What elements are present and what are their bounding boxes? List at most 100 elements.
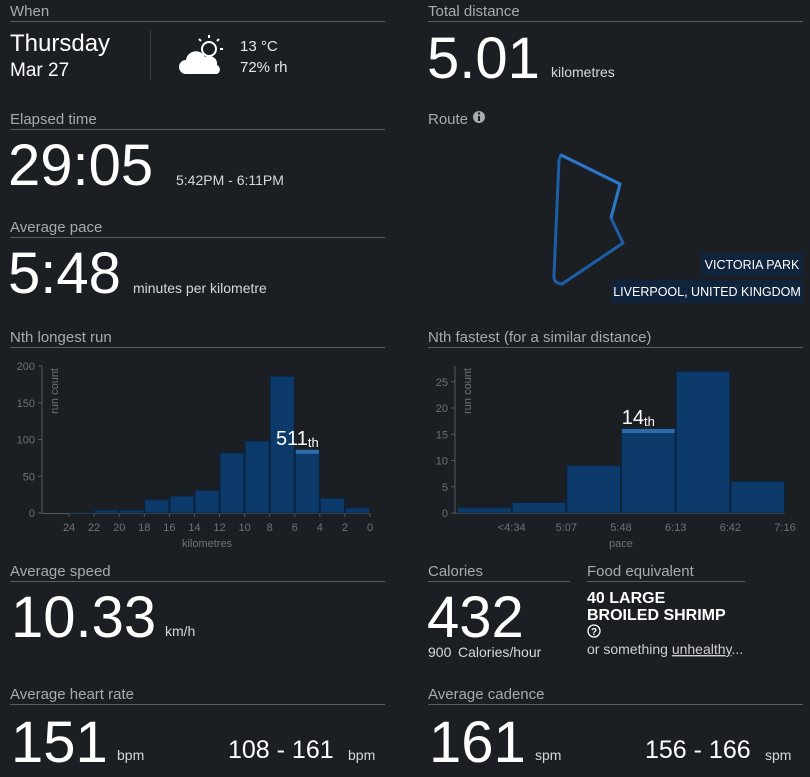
calories-value: 432 — [427, 585, 524, 650]
x-tick-label: <4:34 — [498, 522, 526, 534]
x-tick-label: 22 — [88, 522, 100, 534]
note-ellipsis: ... — [732, 641, 744, 657]
x-tick-label: 16 — [163, 522, 175, 534]
calorie-rate-unit: Calories/hour — [458, 644, 542, 660]
x-tick-label: 12 — [213, 522, 225, 534]
rank-number: 511 — [276, 428, 308, 450]
rank-annotation: 511th — [276, 428, 319, 450]
food-note: or something unhealthy... — [587, 641, 743, 657]
x-tick-label: 6:13 — [665, 522, 686, 534]
bar — [621, 428, 676, 514]
x-tick-label: 10 — [238, 522, 250, 534]
y-tick-label: 50 — [23, 471, 35, 483]
bar — [566, 465, 621, 514]
y-tick-label: 5 — [442, 482, 448, 494]
section-label: Food equivalent — [587, 563, 695, 580]
x-tick-label: 20 — [113, 522, 125, 534]
cadence-unit: spm — [535, 747, 561, 763]
rank-suffix: th — [644, 414, 655, 429]
x-tick-label: 8 — [267, 522, 273, 534]
region: LIVERPOOL, UNITED KINGDOM — [613, 285, 801, 299]
y-tick-label: 100 — [17, 435, 35, 447]
bar — [94, 509, 120, 514]
highlight-cap — [295, 449, 319, 454]
section-label: Route — [428, 111, 468, 128]
x-axis-label: kilometres — [182, 538, 233, 550]
place-badge — [701, 253, 803, 276]
section-label: Total distance — [428, 3, 520, 20]
bar — [169, 495, 195, 514]
food-item: 40 LARGE — [587, 590, 666, 607]
highlight-cap — [622, 429, 675, 433]
distance-value: 5.01 — [427, 26, 540, 91]
food-item: BROILED SHRIMP — [587, 607, 726, 624]
time-range: 5:42PM - 6:11PM — [176, 172, 284, 188]
rank-suffix: th — [308, 435, 319, 450]
x-tick-label: 5:07 — [556, 522, 577, 534]
section-label: Average heart rate — [10, 686, 134, 703]
x-tick-label: 6:42 — [720, 522, 741, 534]
bar — [457, 507, 512, 514]
heart-range: 108 - 161 — [228, 736, 334, 764]
info-icon[interactable] — [473, 111, 485, 123]
help-mark[interactable]: ? — [591, 627, 597, 638]
note-text: or something — [587, 641, 668, 657]
pace-value: 5:48 — [8, 241, 121, 306]
bar — [119, 509, 145, 514]
place: VICTORIA PARK — [705, 258, 800, 272]
y-tick-label: 0 — [442, 508, 448, 520]
y-tick-label: 200 — [17, 361, 35, 373]
heart-range-unit: bpm — [348, 747, 375, 763]
rank-number: 14 — [622, 407, 644, 429]
bar — [511, 502, 567, 514]
speed-value: 10.33 — [11, 585, 156, 650]
section-label: Average pace — [10, 219, 102, 236]
x-tick-label: 7:16 — [774, 522, 795, 534]
bar — [194, 489, 220, 514]
y-tick-label: 20 — [436, 403, 448, 415]
cadence-value: 161 — [429, 710, 526, 775]
bar — [344, 507, 370, 514]
section-label: Average speed — [10, 563, 111, 580]
y-tick-label: 0 — [29, 508, 35, 520]
elapsed-value: 29:05 — [8, 133, 153, 198]
pace-unit: minutes per kilometre — [133, 280, 267, 296]
section-label: Calories — [428, 563, 483, 580]
humidity: 72% rh — [240, 59, 288, 76]
heart-unit: bpm — [117, 747, 144, 763]
distance-unit: kilometres — [551, 64, 615, 80]
bar — [69, 511, 95, 514]
note-link[interactable]: unhealthy — [672, 641, 733, 657]
region-badge — [612, 280, 803, 303]
cadence-range-unit: spm — [765, 747, 791, 763]
calorie-rate: 900 — [428, 644, 452, 660]
bar — [269, 375, 295, 514]
x-tick-label: 14 — [188, 522, 200, 534]
section-label: Average cadence — [428, 686, 544, 703]
section-label: Nth fastest (for a similar distance) — [428, 329, 651, 346]
bar — [319, 497, 345, 514]
day: Thursday — [10, 30, 110, 57]
y-tick-label: 10 — [436, 456, 448, 468]
bar — [294, 449, 320, 514]
help-icon[interactable]: ? — [587, 624, 601, 638]
weather-icon — [179, 35, 223, 74]
x-axis-label: pace — [609, 538, 633, 550]
x-tick-label: 2 — [342, 522, 348, 534]
cadence-range: 156 - 166 — [645, 736, 751, 764]
x-tick-label: 4 — [317, 522, 323, 534]
section-label: Elapsed time — [10, 111, 97, 128]
x-tick-label: 18 — [138, 522, 150, 534]
bar — [730, 481, 785, 514]
y-axis-label: run count — [49, 368, 61, 414]
route-highlight — [560, 153, 622, 219]
y-tick-label: 25 — [436, 377, 448, 389]
x-tick-label: 0 — [367, 522, 373, 534]
temperature: 13 °C — [240, 38, 278, 55]
y-axis-label: run count — [462, 368, 474, 414]
heart-value: 151 — [11, 710, 108, 775]
x-tick-label: 5:48 — [610, 522, 631, 534]
route-path — [552, 153, 625, 286]
